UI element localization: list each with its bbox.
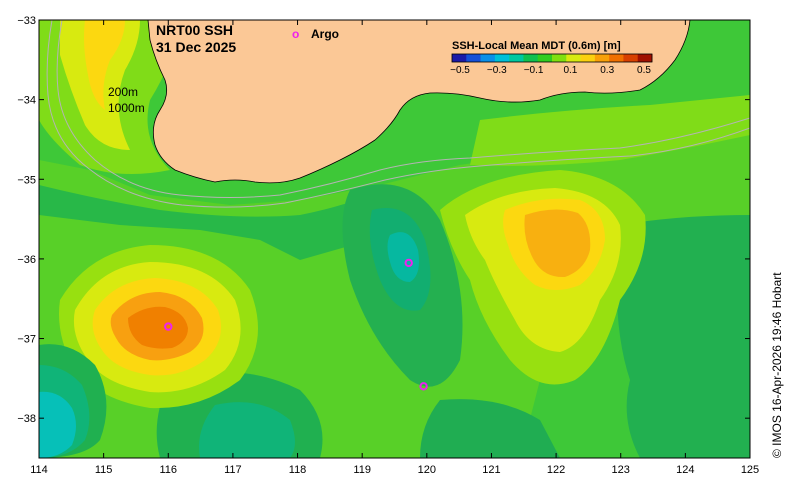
colorbar-cell — [594, 54, 610, 62]
lat-tick-label: −38 — [17, 413, 36, 425]
argo-float-marker — [419, 382, 428, 391]
lon-tick-label: 119 — [353, 464, 371, 476]
colorbar-frame — [451, 53, 653, 63]
lon-tick-label: 121 — [482, 464, 500, 476]
credit-text: © IMOS 16-Apr-2026 19:46 Hobart — [770, 272, 784, 458]
colorbar-tick-label: 0.3 — [600, 65, 614, 76]
argo-float-markers — [164, 258, 428, 391]
argo-legend-label: Argo — [311, 27, 339, 41]
lon-tick-label: 118 — [289, 464, 307, 476]
lon-tick-label: 120 — [418, 464, 436, 476]
plot-area — [39, 20, 750, 458]
ssh-contour-sw-low-3 — [39, 391, 76, 458]
lon-tick-label: 125 — [741, 464, 759, 476]
argo-legend-marker: o — [292, 27, 299, 41]
colorbar-ticks: −0.5 −0.3 −0.1 0.1 0.3 0.5 — [450, 65, 651, 76]
isobath-200m — [56, 20, 750, 198]
depth-label-200m: 200m — [108, 85, 138, 99]
colorbar-tick-label: 0.5 — [637, 65, 651, 76]
lon-tick-label: 123 — [612, 464, 630, 476]
lon-tick-label: 115 — [95, 464, 113, 476]
colorbar-cell — [566, 54, 581, 62]
colorbar-cell — [509, 54, 524, 62]
ssh-contour-eddy-west-5 — [128, 306, 188, 349]
ssh-contour-green-dark — [39, 185, 380, 260]
latitude-axis: −33 −34 −35 −36 −37 −38 — [17, 15, 750, 425]
ssh-contour-green-dark-mid — [420, 399, 560, 458]
colorbar: SSH-Local Mean MDT (0.6m) [m] −0.5 −0.3 −0… — [450, 40, 653, 76]
lat-tick-label: −36 — [17, 254, 36, 266]
ssh-contour-trough-inner — [387, 232, 419, 282]
lat-tick-label: −34 — [17, 95, 36, 107]
lon-tick-label: 124 — [676, 464, 694, 476]
colorbar-cell — [552, 54, 567, 62]
longitude-axis: 114 115 116 117 118 119 120 121 122 123 124 125 — [30, 20, 759, 476]
colorbar-tick-label: −0.5 — [450, 65, 470, 76]
lon-tick-label: 122 — [547, 464, 565, 476]
argo-float-marker — [164, 322, 173, 331]
ssh-contour-eddy-east-4 — [524, 209, 591, 278]
lon-tick-label: 117 — [224, 464, 242, 476]
colorbar-title: SSH-Local Mean MDT (0.6m) [m] — [452, 40, 621, 52]
lat-tick-label: −37 — [17, 334, 36, 346]
colorbar-cell — [480, 54, 496, 62]
colorbar-tick-label: −0.3 — [487, 65, 507, 76]
colorbar-cell — [466, 54, 481, 62]
colorbar-tick-label: 0.1 — [563, 65, 577, 76]
colorbar-cell — [452, 54, 467, 62]
depth-label-1000m: 1000m — [108, 101, 145, 115]
map-title-line1: NRT00 SSH — [156, 22, 233, 38]
colorbar-cell — [580, 54, 596, 62]
colorbar-tick-label: −0.1 — [524, 65, 544, 76]
plot-frame — [38, 19, 751, 459]
colorbar-cell — [623, 54, 639, 62]
ssh-contour-nw-band-3 — [84, 20, 125, 110]
colorbar-cell — [523, 54, 539, 62]
lat-tick-label: −33 — [17, 15, 36, 27]
ssh-contour-green-dark-east — [616, 215, 750, 458]
isobath-1000m — [46, 20, 750, 208]
colorbar-cell — [637, 54, 653, 62]
lat-tick-label: −35 — [17, 174, 36, 186]
colorbar-cell — [609, 54, 624, 62]
argo-legend: o Argo — [292, 27, 339, 41]
colorbar-cell — [537, 54, 553, 62]
map-title-line2: 31 Dec 2025 — [156, 39, 236, 55]
colorbar-cells — [451, 53, 653, 63]
lon-tick-label: 116 — [159, 464, 177, 476]
ssh-contour-teal-south — [199, 402, 295, 458]
lon-tick-label: 114 — [30, 464, 48, 476]
argo-float-marker — [404, 258, 413, 268]
colorbar-cell — [494, 54, 510, 62]
